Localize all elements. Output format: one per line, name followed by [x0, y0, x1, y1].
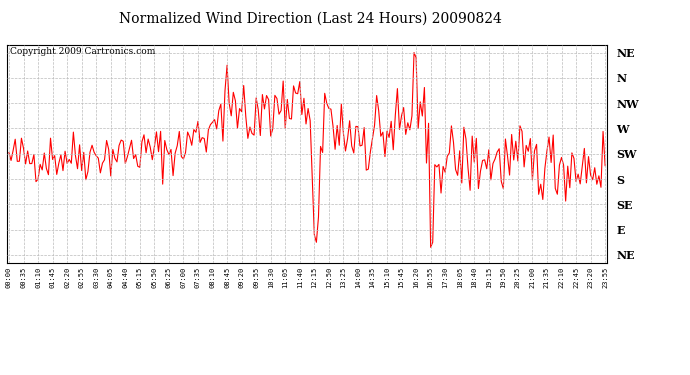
- Text: Normalized Wind Direction (Last 24 Hours) 20090824: Normalized Wind Direction (Last 24 Hours…: [119, 11, 502, 25]
- Text: Copyright 2009 Cartronics.com: Copyright 2009 Cartronics.com: [10, 47, 155, 56]
